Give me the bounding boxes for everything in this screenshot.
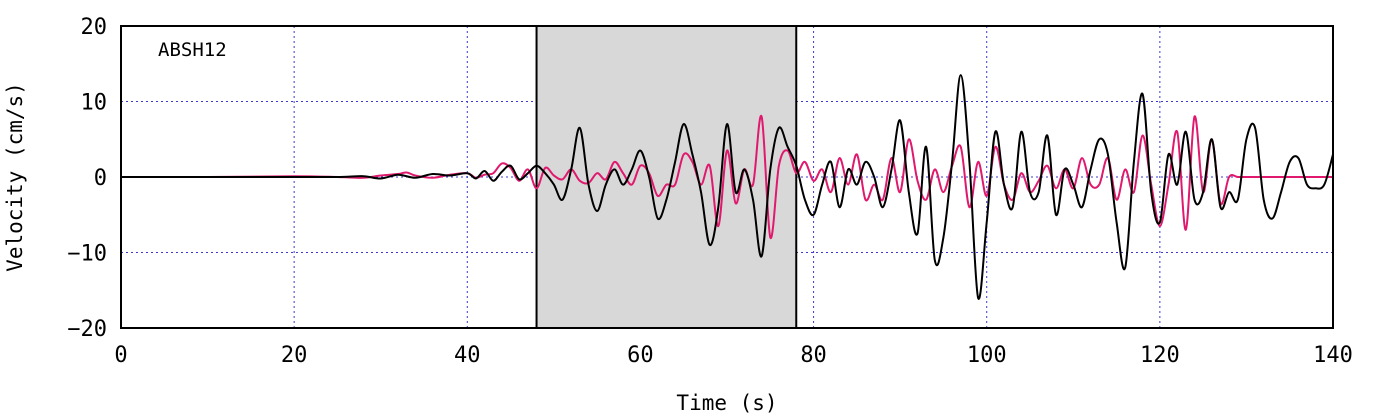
x-tick-label: 120: [1140, 343, 1180, 368]
series-line-0: [120, 74, 1334, 300]
y-tick-label: 0: [94, 166, 107, 191]
x-tick-label: 80: [800, 343, 827, 368]
y-tick-label: 10: [81, 91, 108, 116]
x-tick-label: 60: [627, 343, 654, 368]
highlight-window: [535, 25, 798, 329]
x-axis-label: Time (s): [676, 391, 777, 415]
y-tick-labels: −20 −10 0 10 20: [67, 15, 107, 342]
x-tick-label: 140: [1313, 343, 1353, 368]
y-tick-label: −10: [67, 242, 107, 267]
plot-frame: [120, 25, 1334, 329]
x-tick-label: 0: [114, 343, 127, 368]
series-line-1: [120, 115, 1333, 239]
y-tick-label: −20: [67, 317, 107, 342]
x-tick-label: 20: [281, 343, 308, 368]
series-group: [120, 74, 1334, 300]
y-tick-label: 20: [81, 15, 108, 40]
x-tick-labels: 0 20 40 60 80 100 120 140: [114, 343, 1353, 368]
y-axis-label: Velocity (cm/s): [3, 82, 27, 272]
x-tick-label: 40: [454, 343, 481, 368]
station-annotation: ABSH12: [158, 39, 227, 61]
x-tick-label: 100: [967, 343, 1007, 368]
